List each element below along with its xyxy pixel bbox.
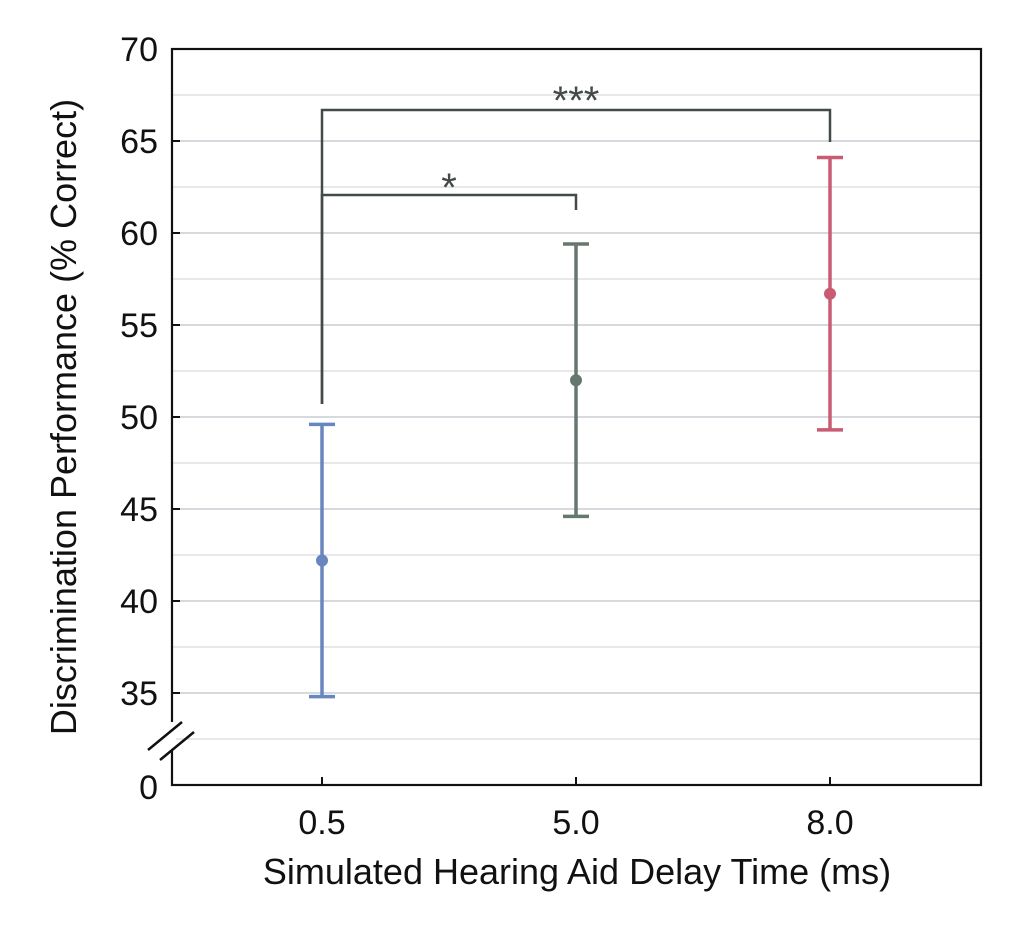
mean-point	[570, 374, 582, 387]
y-tick-label: 45	[120, 491, 158, 529]
axes: 35 40 45 50 55 60 65 70 0 0.5 5.0 8.0	[120, 31, 853, 842]
errorbar-group	[563, 242, 589, 519]
x-axis-title: Simulated Hearing Aid Delay Time (ms)	[263, 851, 891, 892]
x-tick-label: 8.0	[806, 804, 853, 842]
y-tick-label: 40	[120, 583, 158, 621]
y-tick-label: 35	[120, 675, 158, 713]
y-tick-label: 50	[120, 399, 158, 437]
y-tick-label: 70	[120, 31, 158, 69]
significance-label: *	[441, 166, 457, 210]
significance-brackets: ****	[320, 79, 832, 404]
mean-point	[824, 287, 836, 300]
axis-break-gap	[168, 722, 176, 750]
bracket-line	[320, 108, 832, 404]
y-tick-label: 60	[120, 215, 158, 253]
errorbar-group	[817, 155, 843, 432]
significance-label: ***	[553, 79, 600, 123]
data-series	[309, 155, 843, 699]
significance-bracket: ***	[320, 79, 832, 404]
significance-bracket: *	[320, 166, 578, 404]
y-axis-title: Discrimination Performance (% Correct)	[43, 99, 84, 735]
y-tick-label: 65	[120, 123, 158, 161]
mean-point	[316, 554, 328, 567]
bracket-line	[320, 193, 578, 404]
y-tick-label-zero: 0	[139, 769, 158, 807]
errorbar-group	[309, 422, 335, 699]
axis-break-mark	[159, 731, 195, 761]
y-tick-label: 55	[120, 307, 158, 345]
x-tick-label: 0.5	[298, 804, 345, 842]
x-tick-label: 5.0	[552, 804, 599, 842]
axis-break-mark	[147, 721, 183, 751]
